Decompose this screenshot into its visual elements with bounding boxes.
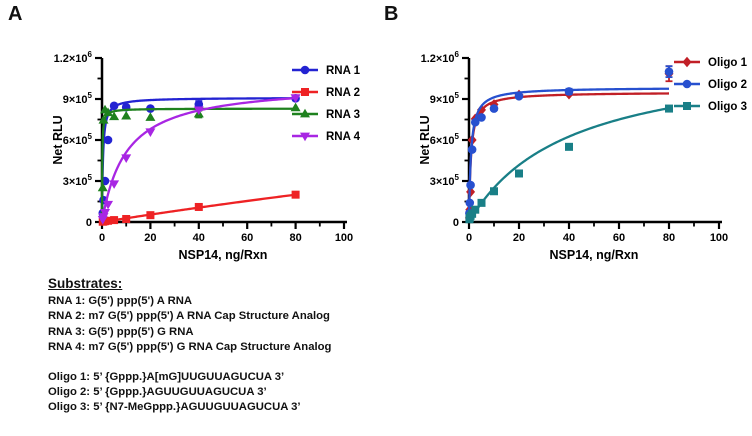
series-oligo-3 bbox=[465, 104, 673, 224]
x-tick-label: 80 bbox=[289, 232, 301, 244]
legend: RNA 1 RNA 2 RNA 3 RNA 4 bbox=[292, 65, 361, 143]
substrate-oligo-2: Oligo 2: 5’ {Gppp.}AGUUGUUAGUCUA 3’ bbox=[48, 386, 267, 399]
substrates-heading: Substrates: bbox=[48, 276, 123, 291]
chart-panel-b: 0 3×105 6×105 9×105 1.2×106 0 20 40 60 80 100 NSP14… bbox=[418, 50, 748, 262]
x-tick-label: 20 bbox=[513, 232, 525, 244]
y-tick-label: 6×105 bbox=[430, 132, 460, 147]
panel-b-letter: B bbox=[384, 3, 399, 25]
x-tick-label: 40 bbox=[193, 232, 205, 244]
substrate-rna-3: RNA 3: G(5') ppp(5') G RNA bbox=[48, 325, 194, 338]
legend: Oligo 1 Oligo 2 Oligo 3 bbox=[674, 56, 748, 113]
series-rna-4 bbox=[97, 94, 301, 225]
y-axis-title: Net RLU bbox=[51, 115, 65, 164]
legend-label: Oligo 3 bbox=[708, 101, 747, 113]
x-tick-label: 80 bbox=[663, 232, 675, 244]
substrate-rna-2: RNA 2: m7 G(5') ppp(5') A RNA Cap Struct… bbox=[48, 310, 330, 323]
panel-a-letter: A bbox=[8, 3, 23, 25]
x-tick-label: 60 bbox=[613, 232, 625, 244]
x-tick-label: 0 bbox=[466, 232, 472, 244]
legend-label: RNA 1 bbox=[326, 65, 361, 77]
x-tick-label: 60 bbox=[241, 232, 253, 244]
substrate-rna-1: RNA 1: G(5') ppp(5') A RNA bbox=[48, 295, 193, 307]
x-tick-label: 0 bbox=[99, 232, 105, 244]
y-tick-label: 0 bbox=[86, 217, 92, 229]
y-tick-label: 3×105 bbox=[63, 173, 93, 188]
y-axis-title: Net RLU bbox=[418, 115, 432, 164]
chart-panel-a: 0 3×105 6×105 9×105 1.2×106 0 20 40 60 80 100 NSP14… bbox=[51, 50, 361, 262]
substrates-spacer bbox=[48, 356, 388, 370]
legend-label: RNA 2 bbox=[326, 87, 360, 99]
x-axis-title: NSP14, ng/Rxn bbox=[550, 248, 639, 262]
x-tick-label: 40 bbox=[563, 232, 575, 244]
x-tick-label: 100 bbox=[335, 232, 353, 244]
axis-tick-labels: 0 3×105 6×105 9×105 1.2×106 0 20 40 60 80 100 bbox=[421, 50, 729, 244]
series-rna-2 bbox=[98, 190, 300, 226]
legend-label: Oligo 1 bbox=[708, 57, 748, 69]
series-oligo-2 bbox=[465, 65, 674, 223]
y-tick-label: 0 bbox=[453, 217, 459, 229]
legend-label: Oligo 2 bbox=[708, 79, 747, 91]
y-tick-label: 9×105 bbox=[430, 91, 460, 106]
substrates-block: Substrates: RNA 1: G(5') ppp(5') A RNA R… bbox=[48, 276, 388, 416]
x-axis-title: NSP14, ng/Rxn bbox=[179, 248, 268, 262]
x-tick-label: 100 bbox=[710, 232, 728, 244]
axis-tick-labels: 0 3×105 6×105 9×105 1.2×106 0 20 40 60 80 100 bbox=[54, 50, 354, 244]
legend-label: RNA 3 bbox=[326, 109, 360, 121]
y-tick-label: 6×105 bbox=[63, 132, 93, 147]
substrate-oligo-1: Oligo 1: 5’ {Gppp.}A[mG]UUGUUAGUCUA 3’ bbox=[48, 370, 285, 383]
substrate-oligo-3: Oligo 3: 5’ {N7-MeGppp.}AGUUGUUAGUCUA 3’ bbox=[48, 401, 301, 414]
y-tick-label: 9×105 bbox=[63, 91, 93, 106]
x-tick-label: 20 bbox=[144, 232, 156, 244]
y-tick-label: 1.2×106 bbox=[54, 50, 93, 65]
y-tick-label: 3×105 bbox=[430, 173, 460, 188]
y-tick-label: 1.2×106 bbox=[421, 50, 460, 65]
legend-label: RNA 4 bbox=[326, 131, 361, 143]
substrate-rna-4: RNA 4: m7 G(5') ppp(5') G RNA Cap Struct… bbox=[48, 341, 332, 354]
